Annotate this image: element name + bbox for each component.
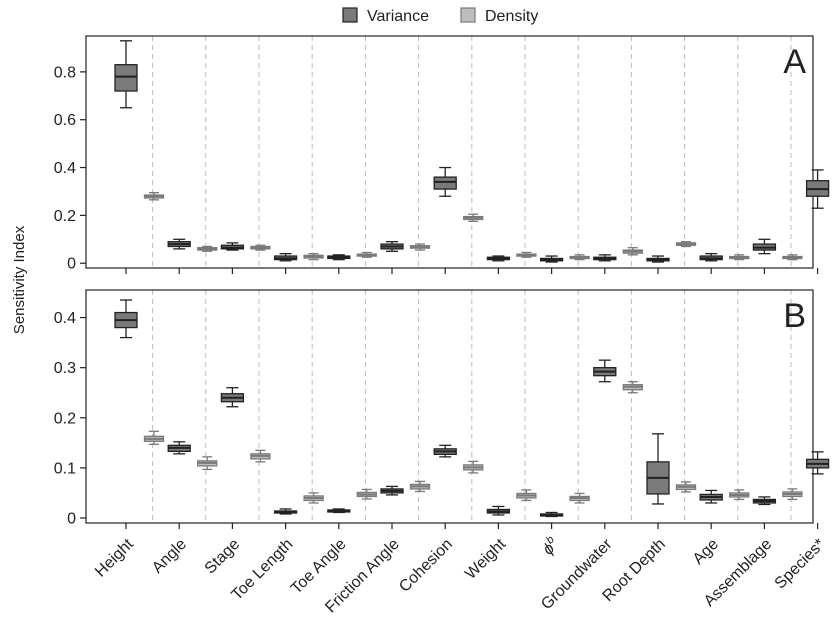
box-density-2 [250,244,271,251]
box-variance-11 [699,252,723,262]
panel-a: 0 0.2 0.4 0.6 0.8 A [54,35,830,274]
box-variance-12 [752,238,777,255]
box-variance-0 [114,299,138,339]
legend-label-density: Density [485,8,538,25]
y-tick-label: 0.2 [54,410,76,427]
y-axis-label: Sensitivity Index [11,225,28,334]
category-label-0: Height [92,535,137,580]
box-density-6 [463,460,484,474]
y-tick-label: 0.4 [54,160,76,177]
box-variance-4 [327,254,351,261]
box-variance-11 [699,489,723,504]
box-variance-6 [433,166,457,197]
panels: 0 0.2 0.4 0.6 0.8 A 0 0.1 0.2 0.3 0.4 B [54,35,830,529]
box-variance-7 [486,505,511,516]
box-variance-9 [593,254,617,262]
category-label-7: Weight [462,535,509,582]
box-variance-5 [380,485,404,496]
box-density-6 [463,213,484,223]
panel-frame [85,289,814,524]
category-label-1: Angle [149,536,190,577]
box-variance-3 [273,508,298,515]
box-density-1 [197,456,218,471]
y-tick-label: 0.1 [54,460,76,477]
box-variance-3 [273,252,298,262]
box-variance-6 [433,444,457,458]
box-density-3 [303,492,324,504]
y-tick-label: 0 [67,510,76,527]
y-tick-label: 0.3 [54,360,76,377]
box-density-8 [569,254,590,261]
box-density-7 [516,251,537,258]
box-variance-7 [486,255,511,262]
category-label-6: Cohesion [396,536,456,596]
box-variance-2 [220,387,245,408]
box-density-0 [143,192,165,201]
box-variance-8 [539,255,564,263]
box-variance-10 [646,255,670,263]
y-tick-label: 0.4 [54,310,76,327]
box-density-10 [675,481,697,493]
box-density-9 [622,247,643,256]
legend-label-variance: Variance [367,8,429,25]
y-tick-label: 0.2 [54,208,76,225]
box-density-9 [622,381,643,394]
legend: Variance Density [342,7,538,25]
legend-swatch-density [460,7,476,23]
box-iqr [114,64,138,92]
box-variance-2 [220,242,245,251]
y-tick-label: 0 [67,256,76,273]
box-variance-12 [752,496,777,506]
box-density-4 [356,251,377,258]
box-density-4 [356,488,377,500]
box-iqr [433,176,457,190]
box-density-12 [782,488,803,501]
box-density-2 [250,449,271,463]
box-variance-13 [805,169,830,209]
box-density-5 [409,243,431,251]
category-label-11: Age [690,536,722,568]
panel-frame [85,35,814,269]
panel-b: 0 0.1 0.2 0.3 0.4 B [54,289,830,529]
box-density-3 [303,252,324,261]
y-tick-label: 0.6 [54,112,76,129]
box-variance-0 [114,40,138,109]
box-variance-1 [167,238,191,250]
box-density-11 [729,489,750,501]
box-variance-10 [646,433,670,505]
box-variance-9 [593,359,617,383]
box-density-7 [516,489,537,502]
box-density-8 [569,492,590,504]
panel-label-a: A [783,43,806,81]
category-label-8: ϕb [538,534,563,559]
panel-label-b: B [783,297,806,335]
box-variance-13 [805,451,830,475]
box-variance-8 [539,511,564,518]
box-variance-5 [380,241,404,252]
legend-swatch-variance [342,7,358,23]
y-tick-label: 0.8 [54,64,76,81]
category-label-13: Species* [772,536,829,593]
box-variance-1 [167,441,191,455]
box-density-11 [729,254,750,261]
box-density-12 [782,254,803,261]
box-density-5 [409,480,431,493]
box-density-10 [675,241,697,248]
box-density-0 [143,430,165,445]
box-density-1 [197,245,218,252]
box-variance-4 [327,508,351,514]
category-label-2: Stage [202,536,244,578]
